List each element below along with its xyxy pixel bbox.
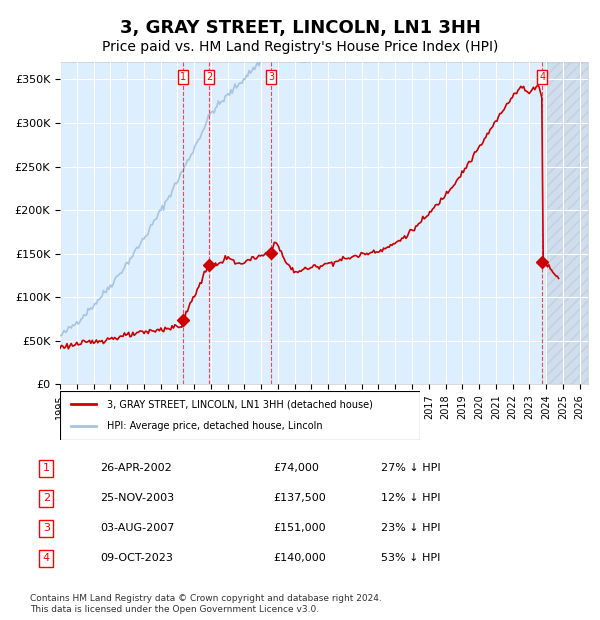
Text: 53% ↓ HPI: 53% ↓ HPI	[381, 553, 440, 563]
Text: 12% ↓ HPI: 12% ↓ HPI	[381, 494, 440, 503]
Text: 26-APR-2002: 26-APR-2002	[100, 463, 172, 473]
Text: 2: 2	[206, 72, 212, 82]
Text: £74,000: £74,000	[273, 463, 319, 473]
Text: £137,500: £137,500	[273, 494, 326, 503]
Text: HPI: Average price, detached house, Lincoln: HPI: Average price, detached house, Linc…	[107, 422, 322, 432]
Text: 2: 2	[43, 494, 50, 503]
Text: 3: 3	[43, 523, 50, 533]
Text: 4: 4	[539, 72, 545, 82]
Text: 1: 1	[43, 463, 50, 473]
FancyBboxPatch shape	[60, 391, 420, 440]
Text: 3, GRAY STREET, LINCOLN, LN1 3HH: 3, GRAY STREET, LINCOLN, LN1 3HH	[119, 19, 481, 37]
Text: 03-AUG-2007: 03-AUG-2007	[100, 523, 175, 533]
Bar	[546, 62, 588, 384]
Text: £140,000: £140,000	[273, 553, 326, 563]
Text: 09-OCT-2023: 09-OCT-2023	[100, 553, 173, 563]
Text: £151,000: £151,000	[273, 523, 326, 533]
Text: 25-NOV-2003: 25-NOV-2003	[100, 494, 175, 503]
Text: 4: 4	[43, 553, 50, 563]
Text: 27% ↓ HPI: 27% ↓ HPI	[381, 463, 440, 473]
Text: Contains HM Land Registry data © Crown copyright and database right 2024.
This d: Contains HM Land Registry data © Crown c…	[30, 595, 382, 614]
Text: 3: 3	[268, 72, 274, 82]
Text: Price paid vs. HM Land Registry's House Price Index (HPI): Price paid vs. HM Land Registry's House …	[102, 40, 498, 55]
Text: 23% ↓ HPI: 23% ↓ HPI	[381, 523, 440, 533]
Text: 1: 1	[179, 72, 186, 82]
Text: 3, GRAY STREET, LINCOLN, LN1 3HH (detached house): 3, GRAY STREET, LINCOLN, LN1 3HH (detach…	[107, 399, 373, 409]
